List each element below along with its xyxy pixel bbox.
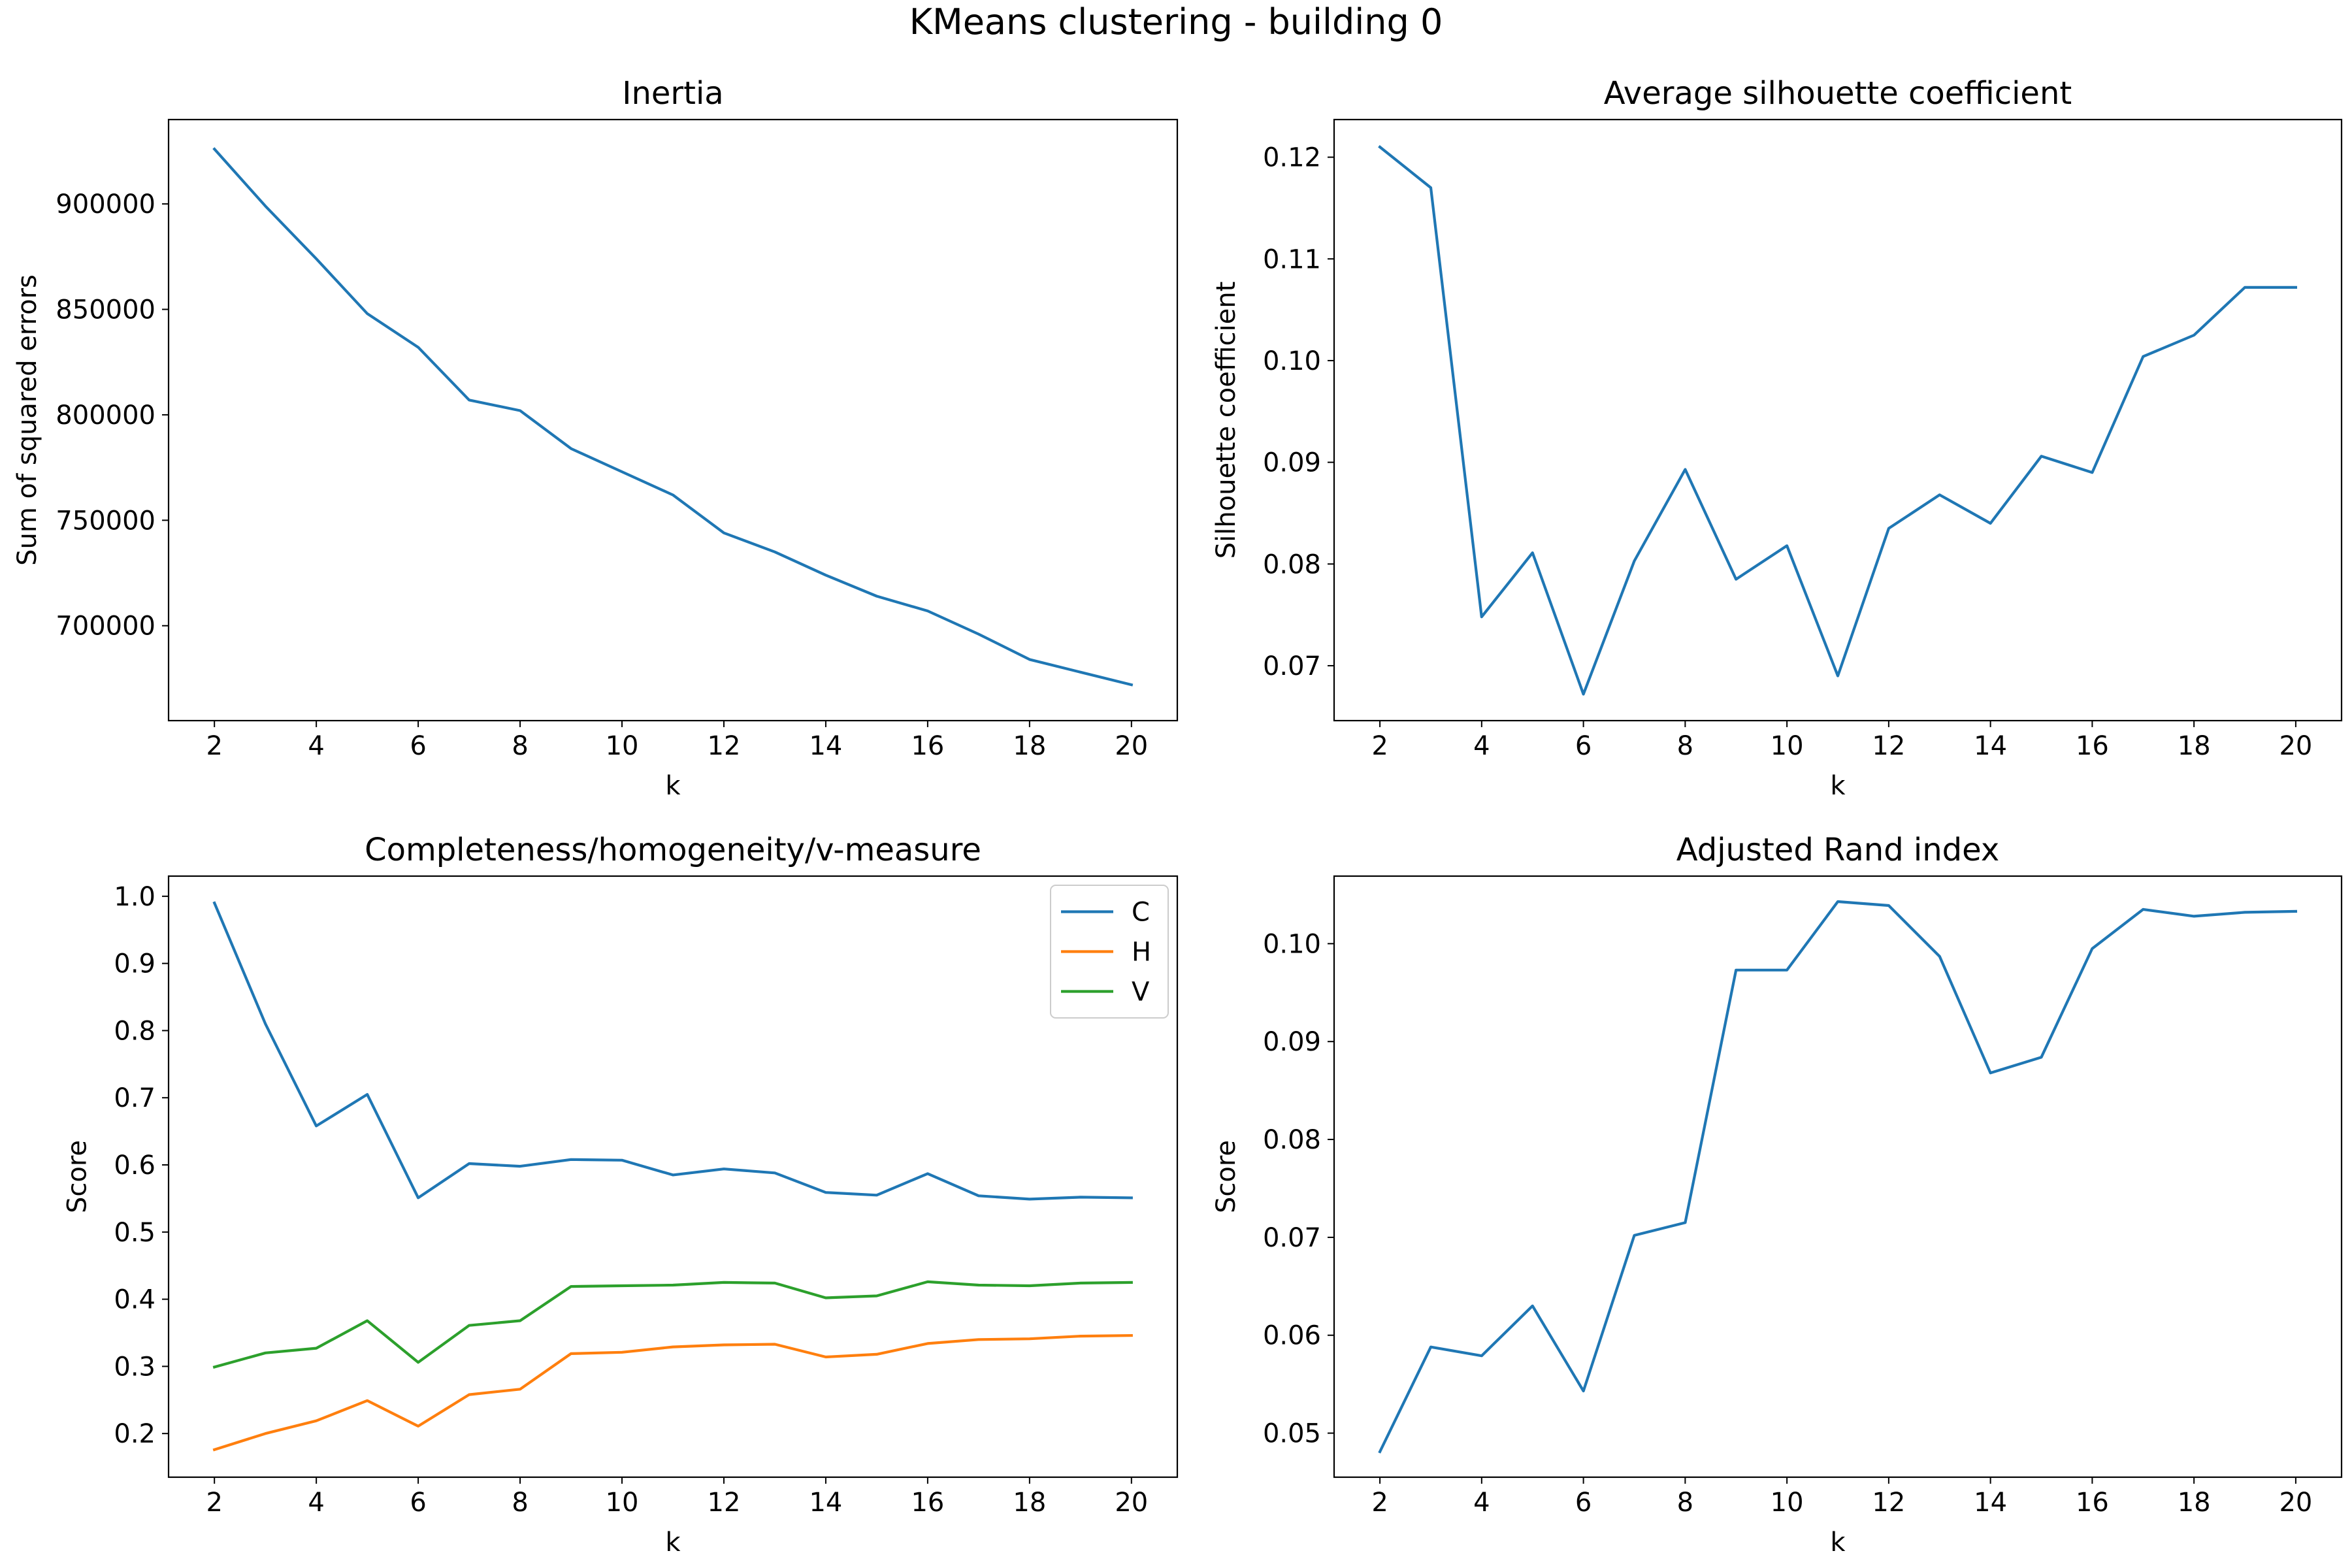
chart-1-x-axis-label: k bbox=[665, 771, 681, 801]
chart-1-axes-frame bbox=[167, 118, 1179, 722]
chart-3-x-tick-label: 14 bbox=[809, 1488, 842, 1518]
chart-4-x-tick-label: 2 bbox=[1371, 1488, 1388, 1518]
chart-1: 2 4 6 8 10 12 14 16 18 20 700000 750000 800000 850000… bbox=[12, 75, 1179, 801]
chart-3-x-tick-label: 10 bbox=[606, 1488, 639, 1518]
chart-4-y-tick-label: 0.05 bbox=[1263, 1419, 1321, 1449]
chart-2-x-axis-label: k bbox=[1830, 771, 1846, 801]
chart-3-series-line-H bbox=[212, 1333, 1133, 1452]
chart-1-x-tick-label: 18 bbox=[1013, 731, 1046, 761]
chart-3-y-tick-label: 0.5 bbox=[114, 1218, 155, 1248]
chart-2-x-tick-label: 20 bbox=[2279, 731, 2312, 761]
chart-2-x-tick-label: 18 bbox=[2178, 731, 2211, 761]
chart-3-legend-label-C: C bbox=[1132, 898, 1150, 928]
chart-1-y-tick-label: 800000 bbox=[56, 400, 155, 431]
chart-3-y-tick-label: 0.9 bbox=[114, 949, 155, 979]
chart-3-series-line-C bbox=[212, 901, 1133, 1201]
chart-2-title: Average silhouette coefficient bbox=[1604, 75, 2072, 112]
chart-4-y-tick-label: 0.06 bbox=[1263, 1321, 1321, 1351]
chart-1-y-tick-label: 750000 bbox=[56, 506, 155, 536]
chart-1-y-axis-label: Sum of squared errors bbox=[12, 274, 42, 566]
chart-4-x-tick-label: 6 bbox=[1575, 1488, 1592, 1518]
chart-1-x-tick-label: 14 bbox=[809, 731, 842, 761]
chart-4-y-axis-label: Score bbox=[1211, 1140, 1241, 1213]
chart-4-y-tick-label: 0.09 bbox=[1263, 1027, 1321, 1057]
chart-2: 2 4 6 8 10 12 14 16 18 20 0.07 0.08 0.09 0.10 0.11 0.12… bbox=[1211, 75, 2343, 801]
chart-2-x-tick-label: 12 bbox=[1872, 731, 1905, 761]
chart-1-y-tick-label: 850000 bbox=[56, 295, 155, 325]
chart-3-x-tick-label: 2 bbox=[206, 1488, 222, 1518]
chart-3-legend-label-H: H bbox=[1132, 938, 1151, 968]
chart-3-y-tick-label: 0.3 bbox=[114, 1352, 155, 1382]
chart-4-x-tick-label: 18 bbox=[2178, 1488, 2211, 1518]
chart-3-y-tick-label: 0.2 bbox=[114, 1419, 155, 1449]
chart-3-legend-label-V: V bbox=[1132, 977, 1150, 1007]
chart-3-y-tick-label: 0.8 bbox=[114, 1016, 155, 1046]
chart-3-y-tick-label: 0.4 bbox=[114, 1285, 155, 1315]
chart-2-x-tick-label: 16 bbox=[2076, 731, 2109, 761]
chart-3-x-tick-label: 20 bbox=[1115, 1488, 1148, 1518]
chart-1-title: Inertia bbox=[622, 75, 723, 112]
chart-4-x-tick-label: 14 bbox=[1974, 1488, 2007, 1518]
chart-2-y-axis-label: Silhouette coefficient bbox=[1211, 282, 1241, 559]
chart-4-x-tick-label: 20 bbox=[2279, 1488, 2312, 1518]
chart-3-legend: CHV bbox=[1050, 885, 1169, 1019]
chart-4-series-line-1 bbox=[1378, 900, 2298, 1454]
chart-2-y-tick-label: 0.10 bbox=[1263, 346, 1321, 376]
chart-2-y-tick-label: 0.08 bbox=[1263, 549, 1321, 580]
chart-4: 2 4 6 8 10 12 14 16 18 20 0.05 0.06 0.07 0.08 0.09 0.10… bbox=[1211, 832, 2343, 1558]
chart-1-y-tick-label: 700000 bbox=[56, 612, 155, 642]
chart-4-x-tick-label: 4 bbox=[1473, 1488, 1490, 1518]
chart-2-x-tick-label: 4 bbox=[1473, 731, 1490, 761]
chart-2-x-tick-label: 14 bbox=[1974, 731, 2007, 761]
chart-1-x-tick-label: 8 bbox=[512, 731, 528, 761]
chart-1-x-tick-label: 12 bbox=[708, 731, 741, 761]
chart-1-x-tick-label: 6 bbox=[410, 731, 426, 761]
chart-2-x-tick-label: 2 bbox=[1371, 731, 1388, 761]
chart-2-y-tick-label: 0.11 bbox=[1263, 244, 1321, 274]
chart-3-series-line-V bbox=[212, 1280, 1133, 1369]
chart-3: 2 4 6 8 10 12 14 16 18 20 0.2 0.3 0.4 0.5 0.6 0.7 0.8 0.9… bbox=[63, 832, 1179, 1558]
figure-suptitle: KMeans clustering - building 0 bbox=[909, 1, 1443, 42]
chart-3-x-tick-label: 12 bbox=[708, 1488, 741, 1518]
chart-4-x-tick-label: 16 bbox=[2076, 1488, 2109, 1518]
chart-2-series-line-1 bbox=[1378, 145, 2297, 696]
chart-1-x-tick-label: 4 bbox=[308, 731, 324, 761]
chart-4-x-tick-label: 10 bbox=[1771, 1488, 1804, 1518]
chart-3-x-tick-label: 8 bbox=[512, 1488, 528, 1518]
chart-1-x-tick-label: 16 bbox=[911, 731, 944, 761]
chart-2-x-tick-label: 8 bbox=[1677, 731, 1693, 761]
chart-2-y-tick-label: 0.09 bbox=[1263, 448, 1321, 478]
chart-2-y-tick-label: 0.12 bbox=[1263, 143, 1321, 173]
chart-1-y-tick-label: 900000 bbox=[56, 189, 155, 220]
chart-3-title: Completeness/homogeneity/v-measure bbox=[365, 832, 981, 868]
chart-4-y-tick-label: 0.08 bbox=[1263, 1125, 1321, 1155]
chart-2-axes-frame bbox=[1333, 118, 2343, 722]
chart-2-x-tick-label: 6 bbox=[1575, 731, 1592, 761]
chart-4-x-axis-label: k bbox=[1830, 1527, 1846, 1558]
chart-3-y-tick-label: 0.7 bbox=[114, 1083, 155, 1113]
chart-3-x-tick-label: 4 bbox=[308, 1488, 324, 1518]
chart-3-y-axis-label: Score bbox=[63, 1140, 93, 1213]
chart-4-axes-frame bbox=[1333, 875, 2343, 1478]
chart-2-x-tick-label: 10 bbox=[1771, 731, 1804, 761]
chart-3-y-tick-label: 0.6 bbox=[114, 1151, 155, 1181]
chart-3-axes-frame bbox=[167, 875, 1179, 1478]
chart-1-x-tick-label: 2 bbox=[206, 731, 222, 761]
chart-1-x-tick-label: 20 bbox=[1115, 731, 1148, 761]
chart-3-x-axis-label: k bbox=[665, 1527, 681, 1558]
chart-3-y-tick-label: 1.0 bbox=[114, 882, 155, 912]
chart-4-y-tick-label: 0.07 bbox=[1263, 1223, 1321, 1253]
chart-4-x-tick-label: 8 bbox=[1677, 1488, 1693, 1518]
chart-4-y-tick-label: 0.10 bbox=[1263, 929, 1321, 959]
chart-3-x-tick-label: 16 bbox=[911, 1488, 944, 1518]
chart-3-x-tick-label: 18 bbox=[1013, 1488, 1046, 1518]
chart-4-x-tick-label: 12 bbox=[1872, 1488, 1905, 1518]
chart-3-x-tick-label: 6 bbox=[410, 1488, 426, 1518]
chart-1-x-tick-label: 10 bbox=[606, 731, 639, 761]
chart-1-series-line-1 bbox=[212, 147, 1134, 687]
chart-4-title: Adjusted Rand index bbox=[1676, 832, 1999, 868]
chart-2-y-tick-label: 0.07 bbox=[1263, 651, 1321, 681]
